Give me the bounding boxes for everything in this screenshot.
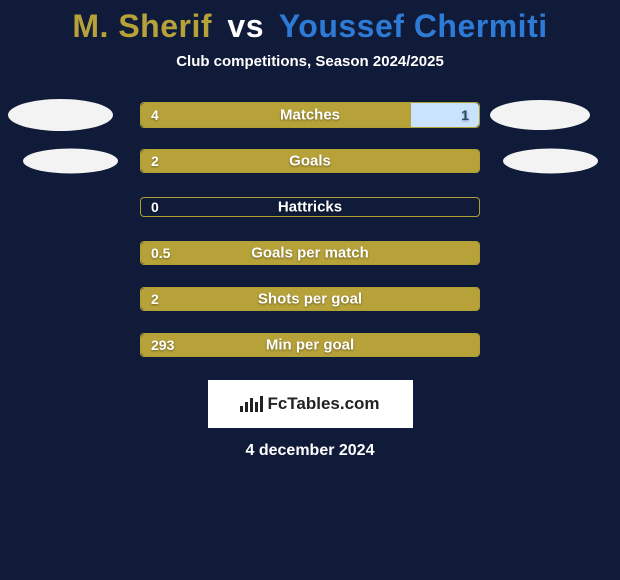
player2-ellipse-icon [490,100,590,130]
stat-bar: 2 Shots per goal [140,287,480,311]
stat-bar: 293 Min per goal [140,333,480,357]
player1-name: M. Sherif [72,8,212,44]
stat-label: Min per goal [266,337,354,354]
logo-bars-icon [240,396,263,412]
player1-ellipse-icon [8,99,113,131]
player1-value: 0.5 [151,245,170,261]
date-text: 4 december 2024 [0,442,620,460]
stat-row: 293 Min per goal [0,322,620,368]
player1-value: 4 [151,107,159,123]
stat-label: Hattricks [278,199,342,216]
player1-value: 0 [151,199,159,215]
comparison-chart: 4 1 Matches 2 Goals 0 Hattricks 0.5 Goals per ma… [0,92,620,368]
logo-text: FcTables.com [267,394,379,414]
vs-text: vs [227,8,264,44]
stat-row: 2 Goals [0,138,620,184]
stat-label: Goals [289,153,331,170]
stat-bar: 0 Hattricks [140,197,480,217]
player1-value: 2 [151,291,159,307]
player2-name: Youssef Chermiti [279,8,548,44]
stat-row: 0.5 Goals per match [0,230,620,276]
player1-ellipse-icon [23,149,118,174]
player2-value: 1 [461,107,469,123]
fctables-logo: FcTables.com [208,380,413,428]
stat-bar: 2 Goals [140,149,480,173]
stat-bar: 4 1 Matches [140,102,480,128]
stat-row: 2 Shots per goal [0,276,620,322]
stat-row: 0 Hattricks [0,184,620,230]
subtitle: Club competitions, Season 2024/2025 [0,53,620,70]
stat-label: Matches [280,107,340,124]
comparison-title: M. Sherif vs Youssef Chermiti [0,0,620,45]
stat-label: Shots per goal [258,291,362,308]
player1-fill [141,103,411,127]
player2-ellipse-icon [503,149,598,174]
player1-value: 293 [151,337,174,353]
stat-row: 4 1 Matches [0,92,620,138]
stat-label: Goals per match [251,245,369,262]
player1-value: 2 [151,153,159,169]
stat-bar: 0.5 Goals per match [140,241,480,265]
